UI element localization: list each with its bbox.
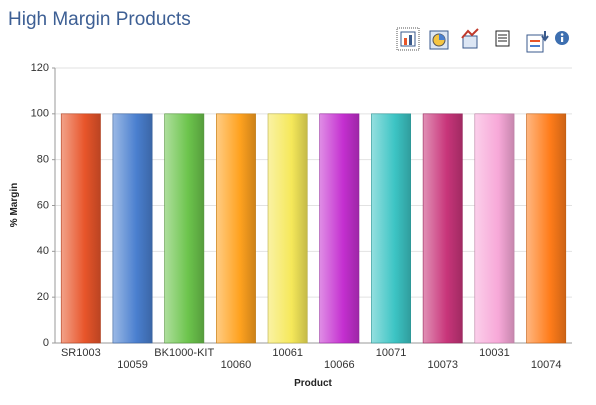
icon-frame (462, 35, 478, 49)
icon-frame (400, 31, 416, 47)
icon-row (530, 45, 540, 47)
bar (112, 113, 153, 344)
bar (216, 113, 256, 344)
x-axis-label: Product (294, 378, 332, 389)
x-tick-label: SR1003 (61, 347, 101, 359)
info-icon[interactable] (555, 31, 569, 45)
bar (267, 113, 308, 344)
y-tick-label: 20 (37, 291, 49, 303)
y-tick-label: 120 (31, 62, 49, 74)
pie-chart-icon[interactable] (429, 30, 449, 50)
y-axis-label: % Margin (9, 183, 20, 227)
bar (319, 113, 360, 344)
y-tick-label: 40 (37, 245, 49, 257)
icon-dot (560, 33, 564, 36)
x-tick-label: 10073 (427, 359, 458, 371)
y-tick-label: 100 (31, 108, 49, 120)
table-icon[interactable] (495, 30, 510, 47)
x-tick-label: 10074 (531, 359, 562, 371)
bar (164, 113, 205, 344)
x-tick-label: 10059 (117, 359, 148, 371)
y-tick-label: 60 (37, 199, 49, 211)
plot-area: 0 20 40 60 80 100 120 SR1003 10059 BK1000-KIT 1006… (31, 62, 572, 371)
bar (526, 113, 567, 344)
chart-title: High Margin Products (8, 9, 191, 30)
toolbar (396, 27, 569, 53)
bar-chart-icon[interactable] (396, 27, 420, 51)
icon-arrow (541, 31, 549, 42)
bar (422, 113, 463, 344)
icon-focus (396, 27, 420, 51)
x-tick-label: 10060 (221, 359, 252, 371)
x-tick-label: 10066 (324, 359, 355, 371)
bar (60, 113, 101, 344)
icon-i (561, 37, 564, 42)
x-tick-label: 10061 (272, 347, 303, 359)
icon-bar (409, 35, 412, 45)
x-tick-label: BK1000-KIT (154, 347, 214, 359)
y-tick-label: 0 (43, 337, 49, 349)
x-tick-label: 10031 (479, 347, 510, 359)
bar (474, 113, 515, 344)
x-tick-label: 10071 (376, 347, 407, 359)
export-icon[interactable] (526, 31, 549, 53)
icon-slice (439, 34, 445, 40)
icon-line (461, 28, 479, 39)
bar (371, 113, 411, 344)
icon-row (530, 40, 540, 42)
icon-bar (404, 38, 407, 45)
icon-frame (526, 34, 544, 53)
y-tick-label: 80 (37, 154, 49, 166)
line-chart-icon[interactable] (461, 28, 479, 49)
